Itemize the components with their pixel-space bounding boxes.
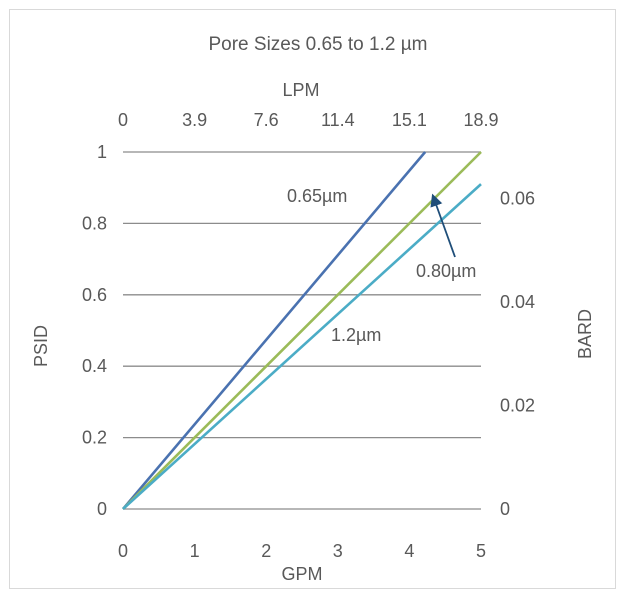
y-tick-label: 1	[97, 142, 107, 162]
y2-tick-label: 0.02	[500, 395, 535, 415]
annotation-arrow	[430, 193, 456, 258]
y2-tick-label: 0.04	[500, 292, 535, 312]
y-tick-label: 0.6	[82, 285, 107, 305]
annotation-label: 1.2µm	[331, 325, 381, 345]
series-line	[122, 151, 482, 510]
annotation-label: 0.80µm	[416, 261, 476, 281]
y2-tick-label: 0	[500, 499, 510, 519]
x2-tick-label: 18.9	[463, 110, 498, 130]
y-tick-label: 0.4	[82, 356, 107, 376]
y-axis-label: PSID	[31, 325, 51, 367]
chart-frame	[9, 9, 616, 589]
x-tick-label: 3	[333, 541, 343, 561]
y-tick-label: 0.8	[82, 213, 107, 233]
x-tick-label: 1	[190, 541, 200, 561]
x2-tick-label: 3.9	[182, 110, 207, 130]
series-line	[122, 183, 482, 510]
x-tick-label: 5	[476, 541, 486, 561]
chart-title: Pore Sizes 0.65 to 1.2 µm	[208, 34, 427, 55]
series-line	[122, 151, 427, 510]
x2-axis-label: LPM	[282, 80, 319, 100]
annotation-label: 0.65µm	[287, 186, 347, 206]
x2-tick-label: 0	[118, 110, 128, 130]
x-tick-label: 0	[118, 541, 128, 561]
x2-tick-label: 7.6	[254, 110, 279, 130]
y2-axis-label: BARD	[575, 309, 595, 359]
x-tick-label: 4	[404, 541, 414, 561]
x2-tick-label: 15.1	[392, 110, 427, 130]
x2-tick-label: 11.4	[321, 110, 355, 130]
y-tick-label: 0	[97, 499, 107, 519]
x-tick-label: 2	[261, 541, 271, 561]
y2-tick-label: 0.06	[500, 188, 535, 208]
y-tick-label: 0.2	[82, 428, 107, 448]
x-axis-label: GPM	[281, 564, 322, 584]
